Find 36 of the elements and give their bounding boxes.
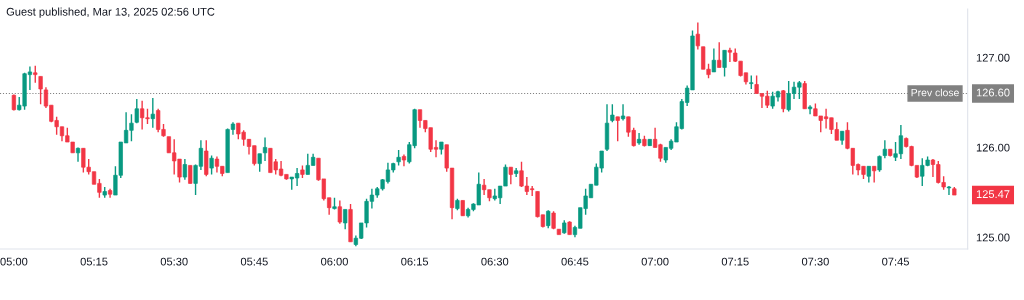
text: 125.47 <box>976 190 1010 199</box>
candlestick <box>946 185 952 196</box>
candlestick <box>75 146 81 163</box>
candlestick <box>209 154 214 176</box>
text: 126.60 <box>976 88 1010 97</box>
x-tick-label: 07:00 <box>641 257 669 266</box>
y-tick-label: 127.00 <box>976 53 1010 62</box>
x-tick-label: 07:45 <box>882 257 909 266</box>
x-tick-label: 06:15 <box>401 257 429 266</box>
candlestick <box>717 41 722 69</box>
candlestick <box>150 97 155 129</box>
candlestick <box>620 103 626 122</box>
candlestick <box>872 165 877 184</box>
candlestick <box>337 199 342 225</box>
x-tick-label: 06:30 <box>481 257 509 266</box>
candlestick <box>134 98 139 124</box>
x-tick-label: 05:30 <box>160 257 188 266</box>
candlestick <box>204 139 209 177</box>
candlestick <box>262 136 268 162</box>
candlestick <box>807 104 813 115</box>
y-tick-label: 126.00 <box>976 143 1010 152</box>
ref-line-label: Prev close <box>911 88 959 97</box>
x-tick-label: 05:00 <box>0 257 28 266</box>
x-tick-label: 05:15 <box>80 257 108 266</box>
chart-title: Guest published, Mar 13, 2025 02:56 UTC <box>6 7 215 18</box>
candlestick <box>182 158 187 181</box>
x-tick-label: 06:45 <box>561 257 589 266</box>
y-tick-label: 125.00 <box>976 233 1010 242</box>
x-tick-label: 06:00 <box>321 257 348 266</box>
candlestick <box>711 47 716 73</box>
x-tick-label: 07:30 <box>801 257 829 266</box>
candlestick <box>722 49 727 78</box>
x-tick-label: 07:15 <box>721 257 749 266</box>
x-tick-label: 05:45 <box>240 257 268 266</box>
candlestick <box>343 208 348 230</box>
candlestick <box>615 116 620 142</box>
